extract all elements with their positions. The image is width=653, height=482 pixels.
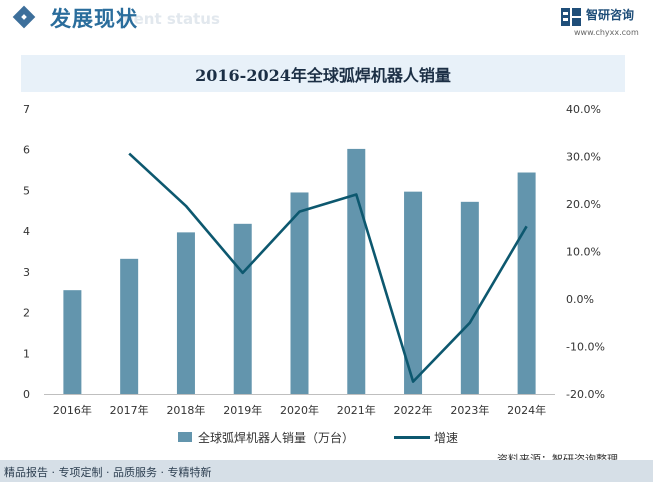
- chart: 0 1 2 3 4 5 6 7 -20.0% -10.0% 0.0% 10.0% 20.0% 30.0% 4…: [23, 103, 605, 417]
- y-right-tick-label: -20.0%: [566, 388, 605, 401]
- x-tick-label: 2016年: [53, 403, 92, 417]
- brand-url: www.chyxx.com: [574, 28, 639, 37]
- y-left-tick-label: 4: [23, 225, 30, 238]
- bar: [120, 258, 139, 394]
- y-right-tick-label: 40.0%: [566, 103, 601, 116]
- bar: [176, 232, 195, 394]
- legend: 全球弧焊机器人销量（万台） 增速: [178, 427, 518, 449]
- brand-logo-icon: [561, 8, 581, 26]
- y-left-tick-label: 0: [23, 388, 30, 401]
- chart-title: 2016-2024年全球弧焊机器人销量: [195, 66, 451, 85]
- x-tick-label: 2019年: [223, 403, 262, 417]
- y-left-tick-label: 7: [23, 103, 30, 116]
- header: ment status 发展现状 智研咨询 www.chyxx.com: [0, 0, 653, 40]
- section-title-en: ment status: [118, 10, 220, 28]
- y-left-tick-label: 2: [23, 307, 30, 320]
- y-right-tick-label: 30.0%: [566, 151, 601, 164]
- footer-text: 精品报告 · 专项定制 · 品质服务 · 专精特新: [4, 466, 212, 479]
- chart-title-band: 2016-2024年全球弧焊机器人销量: [21, 55, 625, 92]
- bar: [347, 148, 366, 394]
- x-tick-label: 2018年: [166, 403, 205, 417]
- brand: 智研咨询 www.chyxx.com: [560, 5, 650, 39]
- x-tick-label: 2021年: [337, 403, 376, 417]
- bar: [460, 201, 479, 394]
- y-right-tick-label: 0.0%: [566, 293, 594, 306]
- bar: [517, 172, 536, 394]
- legend-line-label: 增速: [434, 431, 459, 445]
- growth-line: [128, 152, 528, 383]
- y-right-tick-label: -10.0%: [566, 341, 605, 354]
- legend-bar-swatch: [178, 432, 192, 442]
- bar: [63, 290, 82, 394]
- footer-bar: 精品报告 · 专项定制 · 品质服务 · 专精特新: [0, 460, 653, 482]
- y-left-tick-label: 3: [23, 266, 30, 279]
- bar: [233, 223, 252, 394]
- x-tick-label: 2017年: [110, 403, 149, 417]
- y-right-tick-label: 20.0%: [566, 198, 601, 211]
- section-title: 发展现状: [50, 7, 138, 31]
- legend-bar-label: 全球弧焊机器人销量（万台）: [198, 431, 355, 445]
- bar: [290, 192, 309, 394]
- y-left-tick-label: 5: [23, 184, 30, 197]
- y-left-tick-label: 1: [23, 347, 30, 360]
- x-tick-label: 2020年: [280, 403, 319, 417]
- y-right-tick-label: 10.0%: [566, 246, 601, 259]
- bar: [404, 191, 423, 394]
- legend-line-swatch: [394, 436, 430, 439]
- brand-name: 智研咨询: [586, 8, 635, 22]
- y-left-tick-label: 6: [23, 144, 30, 157]
- x-tick-label: 2022年: [394, 403, 433, 417]
- x-tick-label: 2023年: [450, 403, 489, 417]
- x-tick-label: 2024年: [507, 403, 546, 417]
